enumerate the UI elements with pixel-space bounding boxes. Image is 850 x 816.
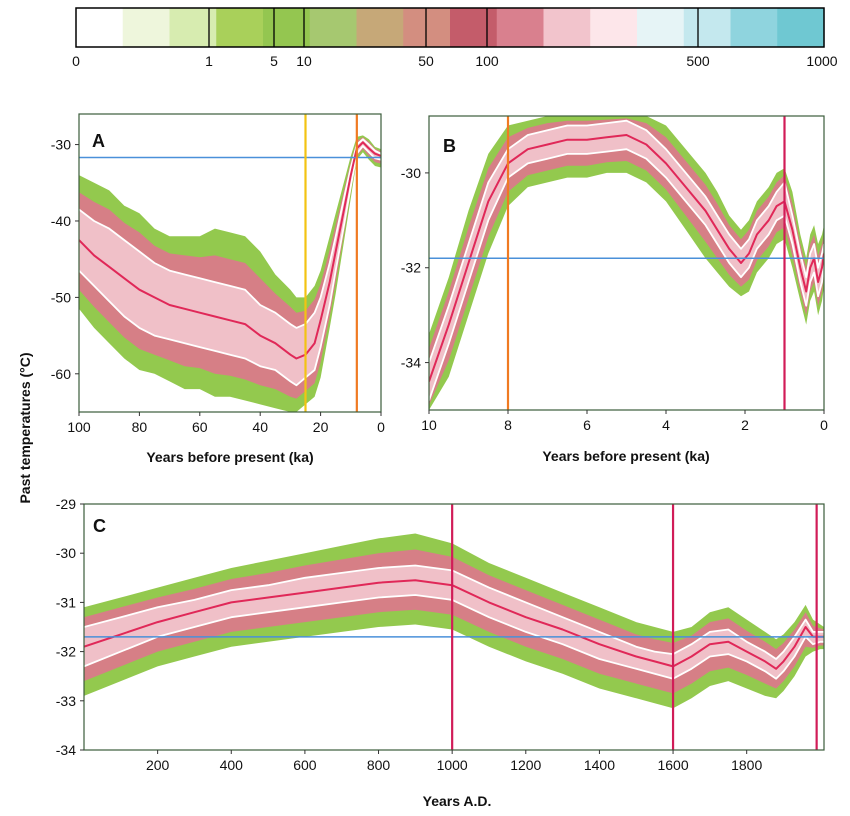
shared-y-axis-label: Past temperatures (°C): [17, 352, 33, 503]
panel-a-x-tick-label: 100: [67, 419, 91, 435]
panel-c-x-tick-label: 800: [367, 757, 391, 773]
colorbar-tick-50: 50: [418, 53, 434, 69]
panel-c-y-tick-label: -30: [56, 545, 76, 561]
colorbar-cell: [683, 8, 732, 47]
colorbar: 0 1 5 10 50 100 500 1000: [72, 7, 838, 69]
colorbar-cell: [309, 8, 358, 47]
panel-b-frame: [428, 115, 825, 411]
colorbar-dividers: [208, 8, 699, 47]
panel-c-y-tick-label: -32: [56, 644, 76, 660]
panel-a: -30 -40 -50 -60 100 80 60 40 20 0: [51, 113, 385, 435]
colorbar-cell: [169, 8, 217, 47]
panel-b-y-tick-label: -30: [401, 165, 421, 181]
panel-c-upper-sd-line: [84, 564, 824, 660]
colorbar-cell: [590, 8, 638, 47]
panel-b-mean-line: [429, 134, 824, 382]
panel-c: -29 -30 -31 -32 -33 -34 200 400 600 800 1000 1200 14…: [56, 496, 825, 773]
panel-b-x-tick-label: 0: [820, 417, 828, 433]
panel-c-x-tick-label: 600: [293, 757, 317, 773]
panel-c-x-tick-label: 400: [220, 757, 244, 773]
panel-a-ensemble-inner-band: [79, 139, 381, 386]
colorbar-cell: [216, 8, 264, 47]
panel-b-x-tick-label: 6: [583, 417, 591, 433]
colorbar-cells: [76, 8, 825, 47]
panel-c-x-axis-label: Years A.D.: [423, 793, 492, 809]
colorbar-tick-100: 100: [475, 53, 499, 69]
panel-b-ensemble-inner-band: [429, 120, 824, 401]
colorbar-tick-0: 0: [72, 53, 80, 69]
panel-a-plot-area: [79, 114, 381, 412]
colorbar-cell: [637, 8, 685, 47]
panel-a-upper-sd-line: [79, 138, 381, 329]
panel-c-lower-sd-line: [84, 594, 824, 680]
panel-b: -30 -32 -34 10 8 6 4 2 0: [401, 115, 828, 433]
colorbar-tick-10: 10: [296, 53, 312, 69]
panel-a-y-tick-label: -30: [51, 137, 71, 153]
panel-c-label: C: [93, 516, 106, 536]
colorbar-tick-1: 1: [205, 53, 213, 69]
colorbar-cell: [263, 8, 311, 47]
colorbar-frame: [75, 7, 825, 48]
panel-c-y-tick-label: -33: [56, 693, 76, 709]
panel-c-plot-area: [84, 504, 824, 750]
panel-c-x-tick-label: 1000: [437, 757, 468, 773]
panel-a-x-tick-label: 80: [132, 419, 148, 435]
panel-a-label: A: [92, 131, 105, 151]
panel-c-x-tick-label: 1600: [657, 757, 688, 773]
panel-c-x-tick-label: 1200: [510, 757, 541, 773]
panel-b-x-axis-label: Years before present (ka): [542, 448, 709, 464]
panel-a-y-tick-label: -50: [51, 289, 71, 305]
panel-b-x-tick-label: 2: [741, 417, 749, 433]
colorbar-cell: [543, 8, 591, 47]
panel-a-x-axis-label: Years before present (ka): [146, 449, 313, 465]
panel-b-plot-area: [429, 116, 824, 410]
colorbar-tick-5: 5: [270, 53, 278, 69]
panel-c-y-tick-label: -29: [56, 496, 76, 512]
panel-c-x-tick-label: 1400: [584, 757, 615, 773]
colorbar-cell: [403, 8, 451, 47]
panel-b-x-tick-label: 4: [662, 417, 670, 433]
colorbar-cell: [496, 8, 545, 47]
panel-a-frame: [78, 113, 382, 413]
panel-c-y-tick-label: -34: [56, 742, 76, 758]
panel-a-x-tick-label: 20: [313, 419, 329, 435]
panel-b-upper-sd-line: [429, 119, 824, 363]
panel-c-mean-line: [84, 579, 824, 670]
panel-b-y-tick-label: -34: [401, 355, 421, 371]
panel-b-y-tick-label: -32: [401, 260, 421, 276]
panel-a-y-tick-label: -60: [51, 366, 71, 382]
colorbar-cell: [76, 8, 124, 47]
panel-b-label: B: [443, 136, 456, 156]
panel-c-x-tick-label: 200: [146, 757, 170, 773]
panel-c-frame: [83, 503, 825, 751]
panel-c-y-tick-label: -31: [56, 594, 76, 610]
panel-a-lower-sd-line: [79, 145, 381, 387]
panel-a-x-tick-label: 0: [377, 419, 385, 435]
panel-a-y-tick-label: -40: [51, 213, 71, 229]
panel-c-x-tick-label: 1800: [731, 757, 762, 773]
panel-c-ensemble-inner-band: [84, 565, 824, 679]
colorbar-cell: [450, 8, 498, 47]
colorbar-cell: [356, 8, 404, 47]
panel-a-mean-line: [79, 141, 381, 360]
panel-b-x-tick-label: 10: [421, 417, 437, 433]
panel-b-lower-sd-line: [429, 148, 824, 401]
colorbar-tick-1000: 1000: [806, 53, 837, 69]
colorbar-cell: [777, 8, 825, 47]
panel-a-x-tick-label: 40: [252, 419, 268, 435]
panel-b-x-tick-label: 8: [504, 417, 512, 433]
colorbar-cell: [122, 8, 171, 47]
colorbar-tick-500: 500: [686, 53, 710, 69]
colorbar-cell: [730, 8, 778, 47]
panel-a-x-tick-label: 60: [192, 419, 208, 435]
